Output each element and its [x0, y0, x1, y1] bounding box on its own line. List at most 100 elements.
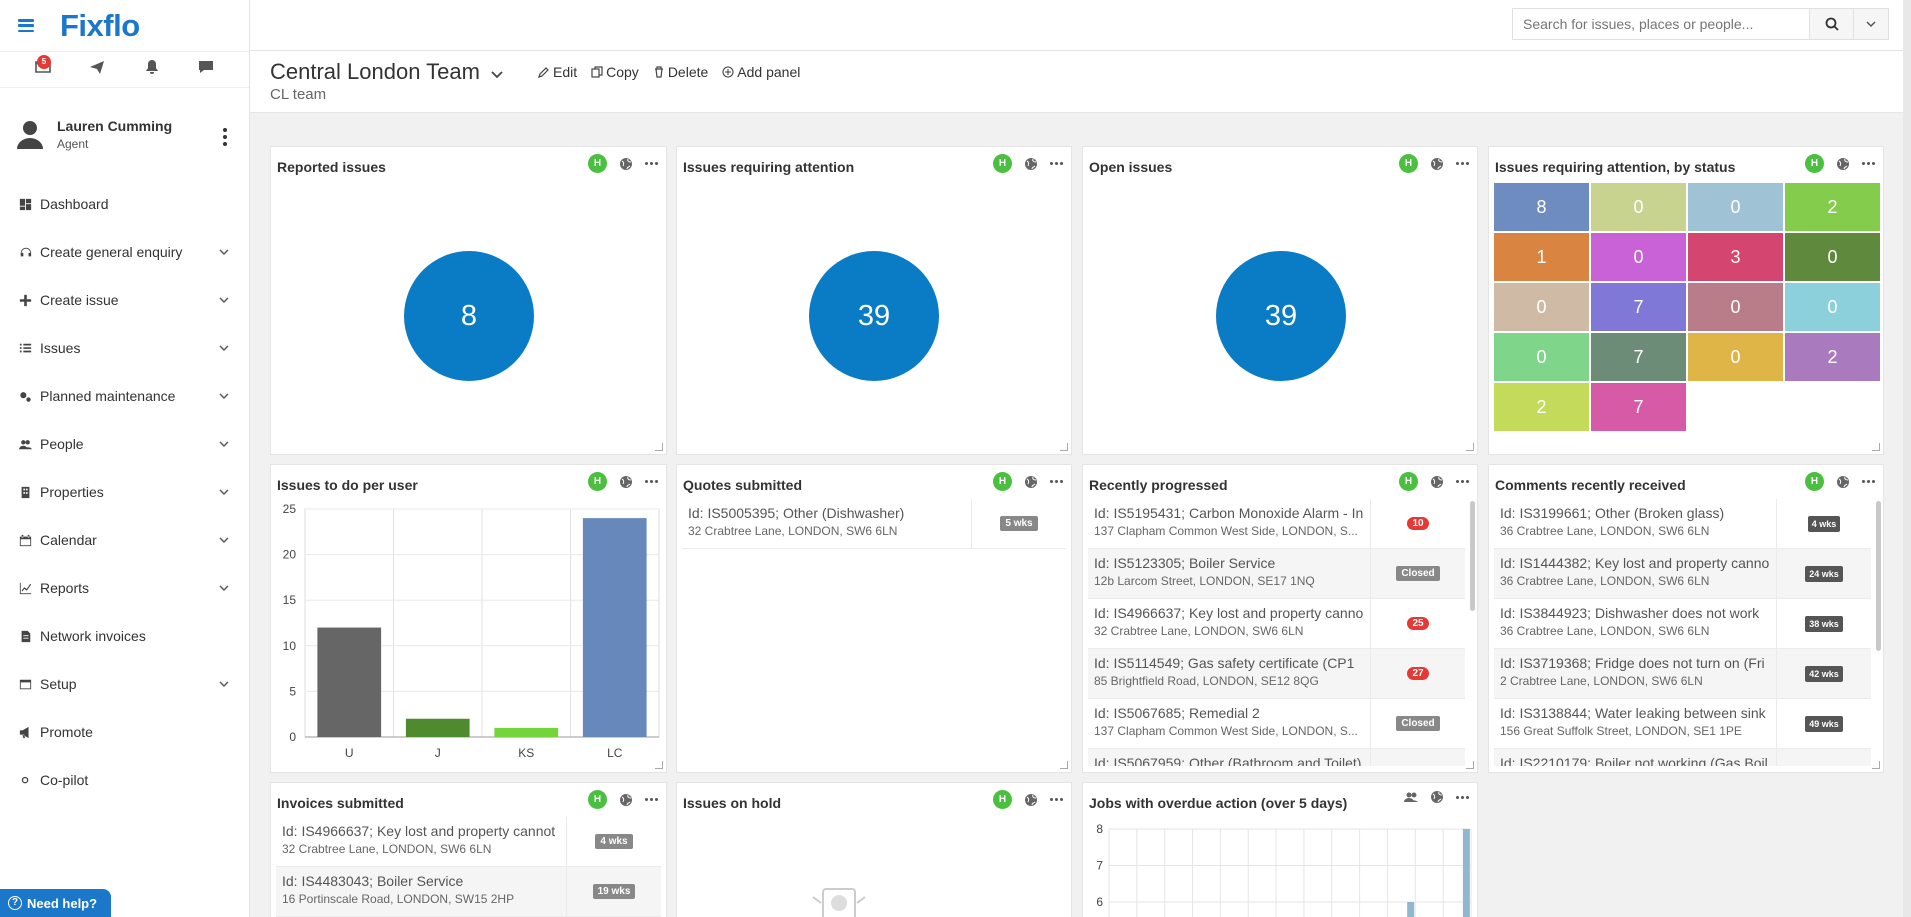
sidebar-item-create-issue[interactable]: Create issue	[0, 276, 249, 324]
status-tile[interactable]: 0	[1591, 183, 1686, 231]
resize-handle[interactable]	[1872, 761, 1880, 769]
more-options-icon[interactable]	[1456, 157, 1469, 171]
more-options-icon[interactable]	[1862, 157, 1875, 171]
globe-icon[interactable]	[1430, 157, 1444, 171]
resize-handle[interactable]	[1060, 443, 1068, 451]
sidebar-item-network-invoices[interactable]: Network invoices	[0, 612, 249, 660]
sidebar-item-planned-maintenance[interactable]: Planned maintenance	[0, 372, 249, 420]
globe-icon[interactable]	[1024, 157, 1038, 171]
more-options-icon[interactable]	[1456, 790, 1469, 804]
bar[interactable]	[494, 727, 559, 737]
status-tile[interactable]: 2	[1494, 383, 1589, 431]
globe-icon[interactable]	[619, 475, 633, 489]
user-profile[interactable]: Lauren Cumming Agent	[0, 88, 249, 180]
status-tile[interactable]: 0	[1494, 283, 1589, 331]
status-tile[interactable]: 0	[1591, 233, 1686, 281]
send-icon[interactable]	[89, 59, 105, 80]
fixflo-logo[interactable]: Fixflo	[60, 7, 140, 43]
attention-count-circle[interactable]: 39	[809, 251, 939, 381]
globe-icon[interactable]	[1836, 475, 1850, 489]
list-item[interactable]: Id: IS5123305; Boiler Service 12b Larcom …	[1088, 549, 1465, 599]
h-badge[interactable]: H	[1399, 472, 1418, 491]
status-tile[interactable]: 0	[1688, 283, 1783, 331]
users-icon[interactable]	[1404, 790, 1418, 804]
bar[interactable]	[1407, 901, 1415, 917]
reported-count-circle[interactable]: 8	[404, 251, 534, 381]
delete-button[interactable]: Delete	[653, 64, 708, 80]
globe-icon[interactable]	[1836, 157, 1850, 171]
h-badge[interactable]: H	[588, 790, 607, 809]
list-item[interactable]: Id: IS5067959; Other (Bathroom and Toile…	[1088, 749, 1465, 766]
h-badge[interactable]: H	[993, 472, 1012, 491]
need-help-button[interactable]: ? Need help?	[0, 889, 112, 917]
user-menu-kebab-icon[interactable]	[223, 128, 227, 146]
status-tile[interactable]: 3	[1688, 233, 1783, 281]
globe-icon[interactable]	[619, 157, 633, 171]
bar[interactable]	[582, 518, 647, 737]
list-item[interactable]: Id: IS4966637; Key lost and property can…	[276, 817, 661, 867]
status-tile[interactable]: 7	[1591, 383, 1686, 431]
sidebar-item-create-general-enquiry[interactable]: Create general enquiry	[0, 228, 249, 276]
status-tile[interactable]: 0	[1785, 283, 1880, 331]
list-item[interactable]: Id: IS4483043; Boiler Service 16 Portinsc…	[276, 867, 661, 917]
list-item[interactable]: Id: IS5114549; Gas safety certificate (C…	[1088, 649, 1465, 699]
add-panel-button[interactable]: Add panel	[722, 64, 800, 80]
more-options-icon[interactable]	[1050, 475, 1063, 489]
more-options-icon[interactable]	[645, 157, 658, 171]
resize-handle[interactable]	[1872, 443, 1880, 451]
bell-icon[interactable]	[144, 59, 160, 80]
status-tile[interactable]: 7	[1591, 333, 1686, 381]
status-tile[interactable]: 2	[1785, 333, 1880, 381]
search-options-dropdown[interactable]	[1853, 8, 1889, 40]
status-tile[interactable]: 8	[1494, 183, 1589, 231]
more-options-icon[interactable]	[1050, 157, 1063, 171]
sidebar-item-setup[interactable]: Setup	[0, 660, 249, 708]
bar[interactable]	[1462, 829, 1470, 917]
status-tile[interactable]: 0	[1688, 183, 1783, 231]
list-scrollbar[interactable]	[1876, 501, 1881, 651]
sidebar-item-people[interactable]: People	[0, 420, 249, 468]
copy-button[interactable]: Copy	[591, 64, 639, 80]
sidebar-item-issues[interactable]: Issues	[0, 324, 249, 372]
page-scrollbar[interactable]	[1903, 0, 1911, 917]
bar[interactable]	[317, 627, 382, 737]
list-scrollbar[interactable]	[1470, 501, 1475, 611]
list-item[interactable]: Id: IS3138844; Water leaking between sin…	[1494, 699, 1871, 749]
more-options-icon[interactable]	[1456, 475, 1469, 489]
resize-handle[interactable]	[655, 761, 663, 769]
globe-icon[interactable]	[1430, 790, 1444, 804]
h-badge[interactable]: H	[993, 790, 1012, 809]
h-badge[interactable]: H	[588, 154, 607, 173]
globe-icon[interactable]	[1024, 475, 1038, 489]
list-item[interactable]: Id: IS2210179; Boiler not working (Gas B…	[1494, 749, 1871, 766]
list-item[interactable]: Id: IS4966637; Key lost and property can…	[1088, 599, 1465, 649]
more-options-icon[interactable]	[1862, 475, 1875, 489]
globe-icon[interactable]	[1430, 475, 1444, 489]
sidebar-item-calendar[interactable]: Calendar	[0, 516, 249, 564]
status-tile[interactable]: 1	[1494, 233, 1589, 281]
more-options-icon[interactable]	[645, 475, 658, 489]
bar[interactable]	[405, 718, 470, 737]
resize-handle[interactable]	[655, 443, 663, 451]
list-item[interactable]: Id: IS3719368; Fridge does not turn on (…	[1494, 649, 1871, 699]
status-tile[interactable]: 0	[1494, 333, 1589, 381]
search-button[interactable]	[1809, 9, 1853, 39]
list-item[interactable]: Id: IS3844923; Dishwasher does not work 3…	[1494, 599, 1871, 649]
status-tile[interactable]: 2	[1785, 183, 1880, 231]
h-badge[interactable]: H	[1805, 472, 1824, 491]
edit-button[interactable]: Edit	[538, 64, 577, 80]
sidebar-item-promote[interactable]: Promote	[0, 708, 249, 756]
resize-handle[interactable]	[1466, 443, 1474, 451]
more-options-icon[interactable]	[1050, 793, 1063, 807]
sidebar-item-dashboard[interactable]: Dashboard	[0, 180, 249, 228]
h-badge[interactable]: H	[1805, 154, 1824, 173]
open-count-circle[interactable]: 39	[1216, 251, 1346, 381]
status-tile[interactable]: 0	[1785, 233, 1880, 281]
list-item[interactable]: Id: IS1444382; Key lost and property can…	[1494, 549, 1871, 599]
status-tile[interactable]: 0	[1688, 333, 1783, 381]
status-tile[interactable]: 7	[1591, 283, 1686, 331]
search-input[interactable]	[1513, 9, 1809, 39]
list-item[interactable]: Id: IS3199661; Other (Broken glass) 36 Cr…	[1494, 499, 1871, 549]
list-item[interactable]: Id: IS5005395; Other (Dishwasher) 32 Crab…	[682, 499, 1066, 549]
list-item[interactable]: Id: IS5067685; Remedial 2 137 Clapham Com…	[1088, 699, 1465, 749]
